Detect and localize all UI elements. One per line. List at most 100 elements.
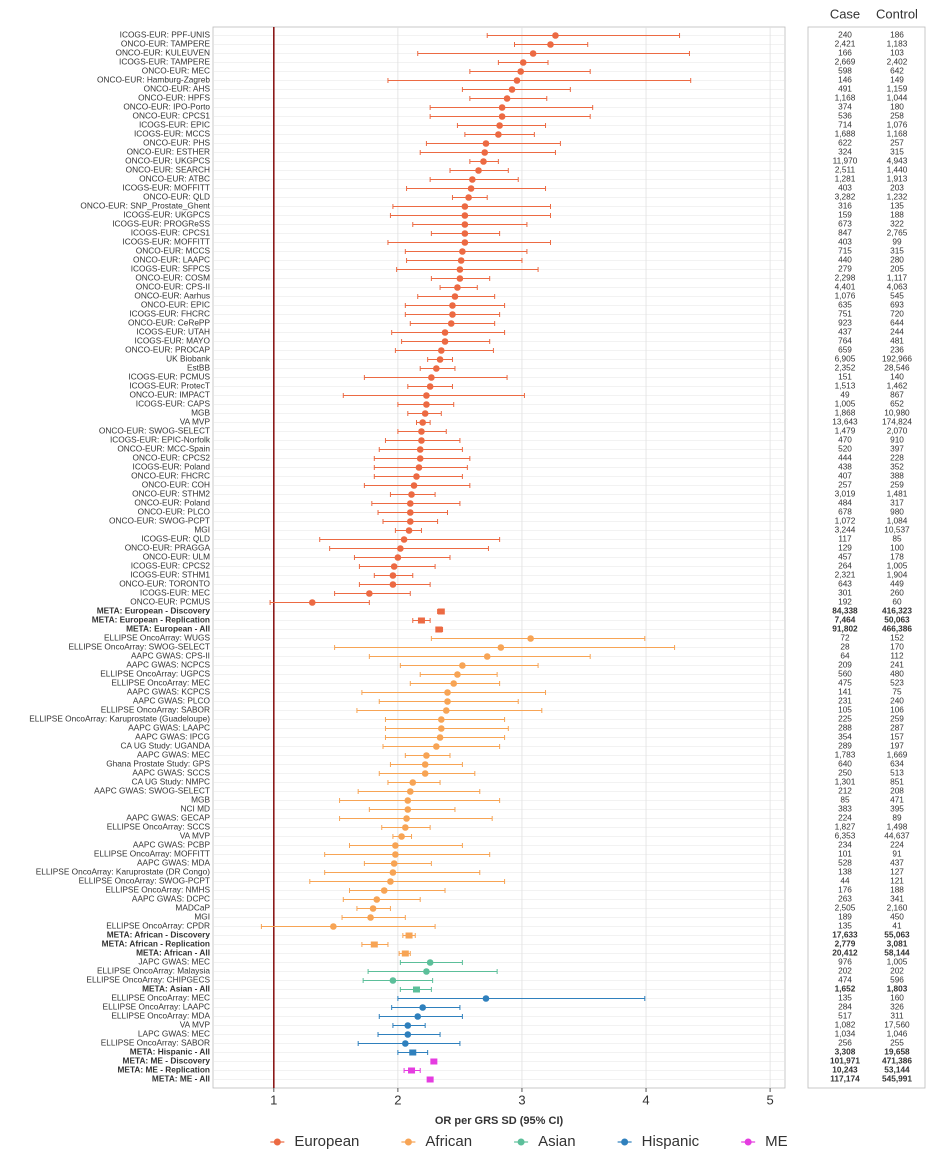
row-label: AAPC GWAS: SWOG-SELECT	[94, 786, 210, 796]
control-count: 89	[892, 813, 902, 823]
case-count: 189	[838, 912, 852, 922]
case-count: 484	[838, 498, 852, 508]
row-label: AAPC GWAS: PLCO	[133, 696, 211, 706]
case-count: 279	[838, 264, 852, 274]
point	[330, 923, 337, 930]
row-label: ONCO-EUR: PRAGGA	[125, 543, 211, 553]
control-count: 41	[892, 921, 902, 931]
control-count: 44,637	[884, 831, 910, 841]
control-count: 236	[890, 345, 904, 355]
point	[390, 563, 398, 570]
row-label: ONCO-EUR: MCCS	[136, 246, 211, 256]
control-count: 644	[890, 318, 904, 328]
row-label: ICOGS-EUR: CPCS2	[131, 561, 211, 571]
row-label: ONCO-EUR: ULM	[143, 552, 210, 562]
case-count: 847	[838, 228, 852, 238]
point	[449, 311, 456, 318]
control-count: 255	[890, 1038, 904, 1048]
control-count: 1,044	[887, 93, 908, 103]
case-count: 374	[838, 102, 852, 112]
point	[423, 401, 430, 408]
case-count: 2,298	[835, 273, 856, 283]
row-label: META: African - All	[136, 948, 210, 958]
point	[406, 788, 414, 795]
control-count: 106	[890, 705, 904, 715]
control-count: 326	[890, 1002, 904, 1012]
control-count: 471	[890, 795, 904, 805]
control-count: 2,765	[887, 228, 908, 238]
case-count: 438	[838, 462, 852, 472]
control-count: 91	[892, 849, 902, 859]
point	[419, 419, 426, 426]
control-count: 1,498	[887, 822, 908, 832]
case-count: 159	[838, 210, 852, 220]
point	[442, 707, 450, 714]
point	[449, 302, 456, 309]
case-count: 457	[838, 552, 852, 562]
case-count: 284	[838, 1002, 852, 1012]
control-count: 287	[890, 723, 904, 733]
case-count: 517	[838, 1011, 852, 1021]
control-count: 259	[890, 480, 904, 490]
control-count: 1,117	[887, 273, 908, 283]
case-count: 1,301	[835, 777, 856, 787]
row-label: ELLIPSE OncoArray: MEC	[111, 993, 210, 1003]
point	[465, 194, 472, 201]
control-count: 10,980	[884, 408, 910, 418]
control-count: 1,084	[887, 516, 908, 526]
row-label: ONCO-EUR: UKGPCS	[125, 156, 210, 166]
legend-key	[404, 1138, 412, 1146]
control-count: 192,966	[882, 354, 912, 364]
case-count: 1,034	[835, 1029, 856, 1039]
control-count: 311	[890, 1011, 904, 1021]
row-label: ICOGS-EUR: EPIC-Norfolk	[110, 435, 211, 445]
control-count: 258	[890, 111, 904, 121]
case-count: 444	[838, 453, 852, 463]
case-count: 4,401	[835, 282, 856, 292]
point	[482, 995, 490, 1002]
row-label: ELLIPSE OncoArray: LAAPC	[103, 1002, 210, 1012]
point	[421, 761, 429, 768]
row-label: ELLIPSE OncoArray: SCCS	[107, 822, 211, 832]
case-count: 2,779	[835, 939, 856, 949]
control-count: 244	[890, 327, 904, 337]
point	[438, 725, 445, 732]
row-label: ICOGS-EUR: Poland	[133, 462, 211, 472]
table-header: Control	[876, 6, 918, 21]
row-label: ONCO-EUR: COSM	[135, 273, 210, 283]
row-label: ONCO-EUR: PLCO	[138, 507, 211, 517]
control-count: 471,386	[882, 1056, 912, 1066]
row-label: ONCO-EUR: COH	[142, 480, 210, 490]
row-label: META: African - Discovery	[107, 930, 211, 940]
case-count: 1,281	[835, 174, 856, 184]
control-count: 1,440	[887, 165, 908, 175]
row-label: CA UG Study: UGANDA	[121, 741, 211, 751]
case-count: 151	[838, 372, 852, 382]
control-count: 112	[890, 651, 904, 661]
case-count: 2,505	[835, 903, 856, 913]
row-label: ONCO-EUR: AHS	[144, 84, 211, 94]
case-count: 475	[838, 678, 852, 688]
case-count: 117,174	[830, 1074, 860, 1084]
legend-label: Asian	[538, 1133, 576, 1150]
control-count: 100	[890, 543, 904, 553]
row-label: ONCO-EUR: LAAPC	[133, 255, 210, 265]
case-count: 129	[838, 543, 852, 553]
control-count: 2,402	[887, 57, 908, 67]
table-panel	[807, 26, 926, 1089]
case-count: 470	[838, 435, 852, 445]
control-count: 121	[890, 876, 904, 886]
case-count: 403	[838, 237, 852, 247]
row-label: ICOGS-EUR: FHCRC	[129, 309, 210, 319]
control-count: 257	[890, 138, 904, 148]
row-label: ICOGS-EUR: UTAH	[136, 327, 210, 337]
x-tick-label: 5	[766, 1092, 773, 1107]
point	[423, 968, 430, 975]
point	[444, 689, 451, 696]
point	[389, 572, 397, 579]
summary-marker	[409, 1049, 417, 1056]
case-count: 1,072	[835, 516, 856, 526]
row-label: ONCO-EUR: PROCAP	[125, 345, 210, 355]
control-count: 1,005	[887, 957, 908, 967]
control-count: 720	[890, 309, 904, 319]
